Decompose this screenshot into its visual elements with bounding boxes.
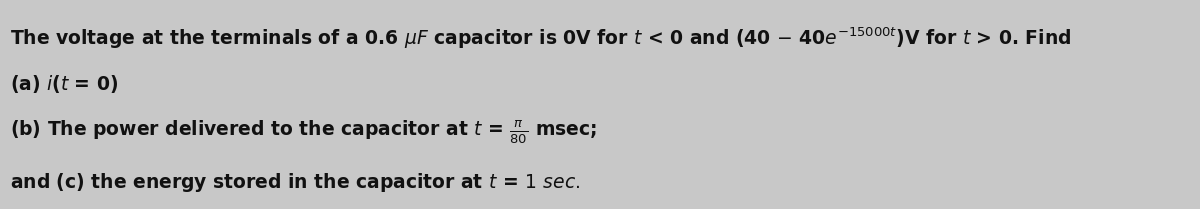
Text: The voltage at the terminals of a 0.6 $\mu\mathit{F}$ capacitor is 0V for $t$ < : The voltage at the terminals of a 0.6 $\…	[10, 25, 1070, 51]
Text: (b) The power delivered to the capacitor at $t$ = $\frac{\pi}{80}$ msec;: (b) The power delivered to the capacitor…	[10, 119, 596, 147]
Text: (a) $i$($t$ = 0): (a) $i$($t$ = 0)	[10, 73, 118, 95]
Text: and (c) the energy stored in the capacitor at $t$ = $\mathit{1}$ $\mathit{sec.}$: and (c) the energy stored in the capacit…	[10, 171, 580, 194]
